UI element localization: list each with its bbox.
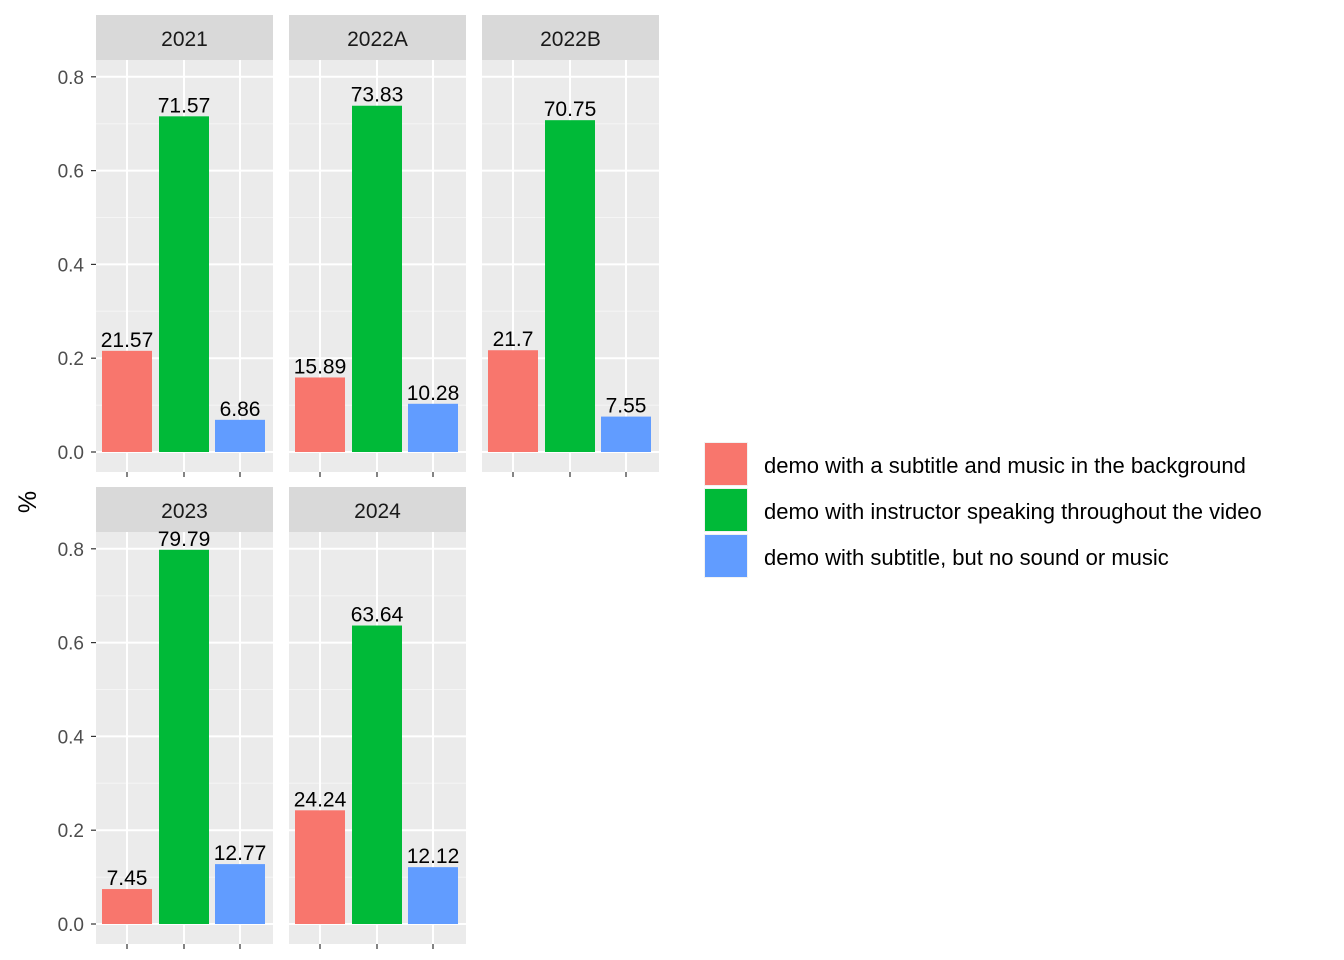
panel-strip — [96, 15, 273, 60]
panel-2022A: 2022A 15.89 73.83 10.28 — [289, 15, 466, 477]
y-tick-label: 0.8 — [58, 68, 84, 89]
y-tick-label: 0.8 — [58, 540, 84, 561]
bar — [545, 120, 595, 453]
panel-2023: 2023 7.45 79.79 12.77 0.0 0.2 0.4 0.6 0.8 — [58, 487, 273, 949]
panel-title: 2024 — [354, 500, 401, 523]
bar-value-label: 12.12 — [407, 845, 460, 868]
y-tick-label: 0.2 — [58, 349, 84, 370]
bar-value-label: 79.79 — [158, 528, 211, 551]
panel-strip — [482, 15, 659, 60]
panel-2022B: 2022B 21.7 70.75 7.55 — [482, 15, 659, 477]
bar — [159, 116, 209, 452]
bar — [408, 403, 458, 452]
legend-label: demo with a subtitle and music in the ba… — [764, 453, 1246, 478]
bar-value-label: 70.75 — [544, 98, 597, 121]
bar-value-label: 71.57 — [158, 94, 211, 117]
legend-swatch — [705, 443, 747, 485]
y-tick-label: 0.2 — [58, 821, 84, 842]
bar — [215, 864, 265, 924]
bar — [408, 867, 458, 924]
panel-title: 2022A — [347, 28, 408, 51]
panel-strip — [96, 487, 273, 532]
bar-value-label: 10.28 — [407, 382, 460, 405]
y-tick-label: 0.0 — [58, 915, 84, 936]
y-tick-label: 0.4 — [58, 255, 85, 276]
bar-value-label: 24.24 — [294, 788, 347, 811]
panel-strip — [289, 487, 466, 532]
bar-value-label: 12.77 — [214, 842, 267, 865]
bar-value-label: 7.45 — [107, 867, 148, 890]
bar-value-label: 63.64 — [351, 604, 404, 627]
bar-value-label: 7.55 — [606, 395, 647, 418]
bar — [601, 416, 651, 452]
legend-swatch — [705, 489, 747, 531]
bar — [102, 889, 152, 924]
y-tick-label: 0.6 — [58, 634, 84, 655]
bar — [295, 377, 345, 452]
bar — [352, 625, 402, 924]
legend-item: demo with instructor speaking throughout… — [704, 488, 1262, 532]
panel-strip — [289, 15, 466, 60]
panel-2024: 2024 24.24 63.64 12.12 — [289, 487, 466, 949]
legend: demo with a subtitle and music in the ba… — [704, 442, 1262, 578]
bar — [215, 419, 265, 452]
y-tick-label: 0.4 — [58, 727, 85, 748]
legend-item: demo with a subtitle and music in the ba… — [704, 442, 1246, 486]
legend-swatch — [705, 535, 747, 577]
y-axis-title: % — [14, 491, 42, 513]
legend-item: demo with subtitle, but no sound or musi… — [704, 534, 1169, 578]
bar — [488, 350, 538, 452]
panel-title: 2021 — [161, 28, 208, 51]
panel-title: 2022B — [540, 28, 601, 51]
bar-value-label: 73.83 — [351, 84, 404, 107]
bar — [352, 105, 402, 452]
bar-value-label: 21.57 — [101, 329, 154, 352]
panel-title: 2023 — [161, 500, 208, 523]
legend-label: demo with instructor speaking throughout… — [764, 499, 1262, 524]
y-tick-label: 0.0 — [58, 443, 84, 464]
legend-label: demo with subtitle, but no sound or musi… — [764, 545, 1169, 570]
panel-2021: 2021 21.57 71.57 6.86 0.0 0.2 0.4 0.6 0.8 — [58, 15, 273, 477]
bar-value-label: 21.7 — [493, 328, 534, 351]
bar — [159, 549, 209, 924]
bar — [102, 350, 152, 452]
bar — [295, 810, 345, 924]
y-tick-label: 0.6 — [58, 162, 84, 183]
bar-value-label: 6.86 — [220, 398, 261, 421]
bar-value-label: 15.89 — [294, 355, 347, 378]
